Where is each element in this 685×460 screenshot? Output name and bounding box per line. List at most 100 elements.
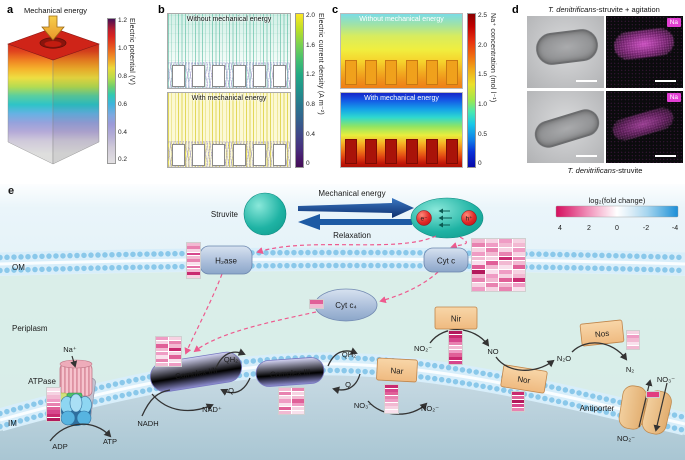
- electric-potential-3d-block: [7, 15, 100, 165]
- panel-c-label: c: [332, 4, 339, 16]
- atpase-complex: [57, 359, 96, 426]
- na-channel-badge: Na: [666, 18, 681, 27]
- tick: 2.5: [478, 12, 488, 19]
- na-influx-arrow: [70, 355, 78, 368]
- h2ase-label: H₂ase: [215, 257, 237, 266]
- nar-protein: Nar: [376, 357, 418, 383]
- na-ion-label: Na⁺: [63, 345, 77, 354]
- legend-tick: 2: [587, 225, 591, 232]
- panel-e-label: e: [8, 185, 14, 197]
- hole-label: h⁺: [465, 216, 473, 223]
- fold-change-legend-title: log₂(fold change): [589, 196, 646, 205]
- atpase-rotor: [59, 363, 93, 397]
- nir-label: Nir: [451, 315, 462, 324]
- tick: 2.0: [306, 12, 316, 19]
- electrode-blocks: [168, 142, 290, 166]
- n2o-label: N₂O: [557, 354, 571, 363]
- block-left-face: [7, 43, 54, 165]
- tick: 0: [478, 160, 482, 168]
- panel-a-label: a: [7, 4, 14, 16]
- scale-bar: [576, 154, 597, 157]
- electrode-blocks: [341, 139, 462, 164]
- electrode-blocks: [168, 63, 290, 87]
- atpase-expression-heatmap: [46, 387, 61, 422]
- streamlines: [168, 93, 290, 167]
- antiporter-complex: [618, 385, 672, 435]
- species-name: T. denitrificans: [567, 166, 616, 175]
- colorbar-title: Electric potential (V): [128, 18, 136, 86]
- periplasm-region: [0, 271, 685, 413]
- no-to-n2o-arrow: [495, 356, 555, 371]
- mechanical-energy-label: Mechanical energy: [318, 189, 385, 198]
- fold-change-colorbar: [555, 205, 679, 218]
- hole-site: [461, 210, 477, 226]
- tick: 1.2: [306, 71, 316, 79]
- bacterium-tem: [531, 105, 603, 152]
- bacterium-tem: [534, 27, 600, 67]
- streamline-fans: [168, 62, 290, 88]
- relaxation-label: Relaxation: [333, 231, 371, 240]
- na-fluorescence-control: Na: [606, 91, 683, 163]
- q-cycle1-down: [220, 377, 251, 396]
- complex-iii-protein: Complex III: [255, 357, 325, 387]
- struvite-label: Struvite: [211, 210, 239, 219]
- panel-d-label: d: [512, 4, 519, 16]
- q-cycle1-up: [215, 348, 246, 369]
- cytc4-expression-heatmap: [309, 299, 324, 309]
- tick: 0.8: [306, 101, 316, 109]
- complex-iii-label: Complex III: [270, 368, 311, 380]
- relaxation-arrow: [298, 214, 412, 230]
- mechanical-energy-annotation: Mechanical energy: [24, 6, 87, 15]
- electron-site: [416, 210, 432, 226]
- electron-label: e⁻: [420, 216, 428, 223]
- tem-image-agitated: [527, 16, 604, 88]
- colorbar-title: Electric current density (A m⁻²): [317, 13, 325, 115]
- tick: 0.4: [306, 130, 316, 138]
- cytoplasm-region: [0, 374, 685, 460]
- q-cycle2-up: [327, 347, 358, 367]
- nos-protein: Nos: [579, 319, 625, 347]
- scale-bar: [576, 79, 597, 82]
- panel-b-label: b: [158, 4, 165, 16]
- legend-tick: -2: [643, 225, 649, 232]
- no3-label: NO₃⁻: [657, 375, 675, 384]
- q-label: Q: [228, 386, 234, 395]
- n2-label: N₂: [626, 365, 634, 374]
- tem-image-control: [527, 91, 604, 163]
- no-label: NO: [487, 347, 498, 356]
- nar-expression-heatmap: [384, 384, 399, 414]
- nor-expression-heatmap: [511, 391, 525, 412]
- na-concentration-colorbar: 2.5 2.0 1.5 1.0 0.5 0 Na⁺ concentration …: [467, 12, 496, 168]
- n2o-to-n2-arrow: [571, 342, 628, 361]
- inner-membrane-label: IM: [8, 419, 17, 428]
- na-plot-with-energy: With mechanical energy: [340, 92, 463, 168]
- no3-to-no2-arrow: [367, 400, 428, 415]
- outer-membrane: [0, 247, 685, 276]
- current-plot-without-energy: Without mechanical energy: [167, 13, 291, 89]
- tick: 0.5: [478, 130, 488, 138]
- mechanical-energy-arrow: [298, 198, 414, 218]
- electric-potential-colorbar: 1.2 1.0 0.8 0.6 0.4 0.2 Electric potenti…: [107, 17, 136, 164]
- legend-tick: 4: [558, 225, 562, 232]
- outer-membrane-label: OM: [12, 263, 25, 272]
- atp-label: ATP: [103, 437, 117, 446]
- nad-arrow: [151, 393, 214, 412]
- qh2-label: QH₂: [224, 355, 238, 364]
- nor-protein: Nor: [500, 364, 548, 394]
- na-channel-badge: Na: [666, 93, 681, 102]
- scale-bar: [655, 79, 676, 82]
- tick: 1.0: [118, 44, 128, 52]
- complex-i-ii-expression-heatmap: [155, 336, 182, 367]
- inner-membrane: [0, 352, 685, 436]
- electrode-blocks: [341, 60, 462, 85]
- cytc4-label: Cyt c₄: [335, 301, 357, 310]
- complex-iii-expression-heatmap: [278, 387, 305, 415]
- electrode-block: [171, 65, 185, 87]
- nad-label: NAD⁺: [202, 405, 222, 414]
- panel-d-caption: T. denitrificans-struvite: [567, 166, 643, 175]
- nir-protein: [434, 306, 478, 330]
- no2-to-no-arrow: [429, 329, 490, 347]
- streamlines: [168, 14, 290, 88]
- cytc-protein: [423, 247, 469, 273]
